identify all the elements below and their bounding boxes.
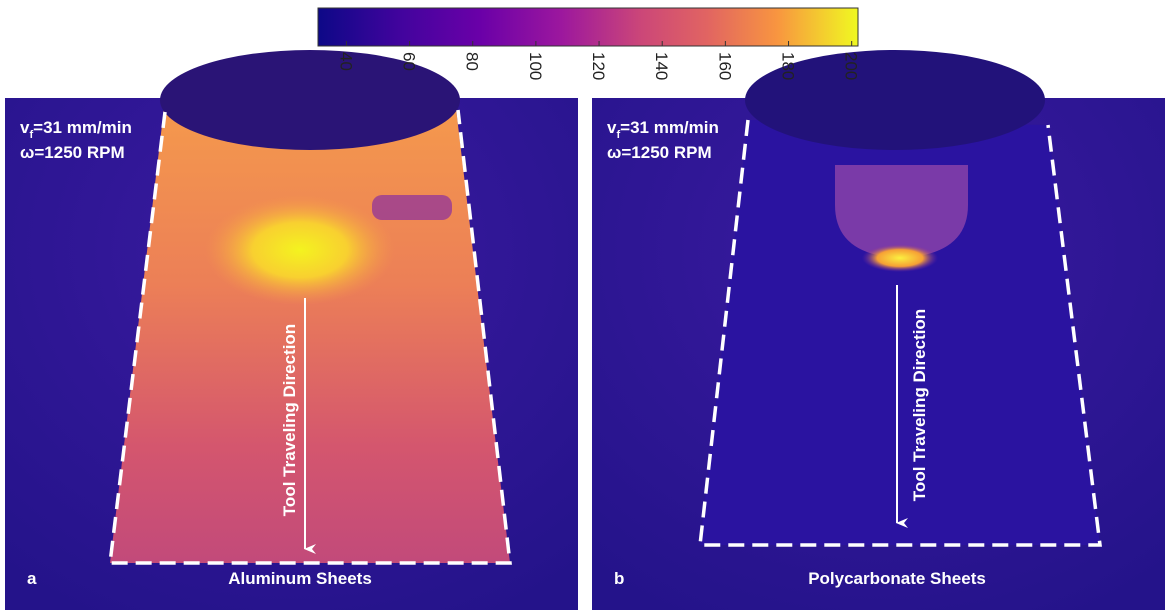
panel-letter: a — [27, 569, 37, 588]
hot-zone — [205, 195, 395, 305]
specimen — [110, 100, 510, 563]
hot-zone — [862, 244, 938, 272]
colorbar — [318, 8, 858, 46]
tick-label: 40 — [336, 52, 355, 71]
speed-value: =31 mm/min — [33, 118, 132, 137]
tick-label: 60 — [400, 52, 419, 71]
arrow-label: Tool Traveling Direction — [910, 309, 929, 501]
tick-label: 160 — [715, 52, 734, 80]
tick-label: 80 — [463, 52, 482, 71]
arrow-label: Tool Traveling Direction — [280, 324, 299, 516]
tick-label: 200 — [842, 52, 861, 80]
tick-label: 100 — [526, 52, 545, 80]
rotation-label: ω=1250 RPM — [20, 143, 125, 162]
panel-letter: b — [614, 569, 624, 588]
page: {"colorbar": {"lim": [31, 202], "ticks":… — [0, 0, 1170, 610]
tick-label: 180 — [779, 52, 798, 80]
panel-caption: Polycarbonate Sheets — [808, 569, 986, 588]
tick-label: 140 — [652, 52, 671, 80]
panel-caption: Aluminum Sheets — [228, 569, 372, 588]
clamp — [372, 195, 452, 220]
rotation-label: ω=1250 RPM — [607, 143, 712, 162]
tick-label: 120 — [589, 52, 608, 80]
speed-value: =31 mm/min — [620, 118, 719, 137]
figure: 406080100120140160180200vf=31 mm/minω=12… — [0, 0, 1170, 610]
